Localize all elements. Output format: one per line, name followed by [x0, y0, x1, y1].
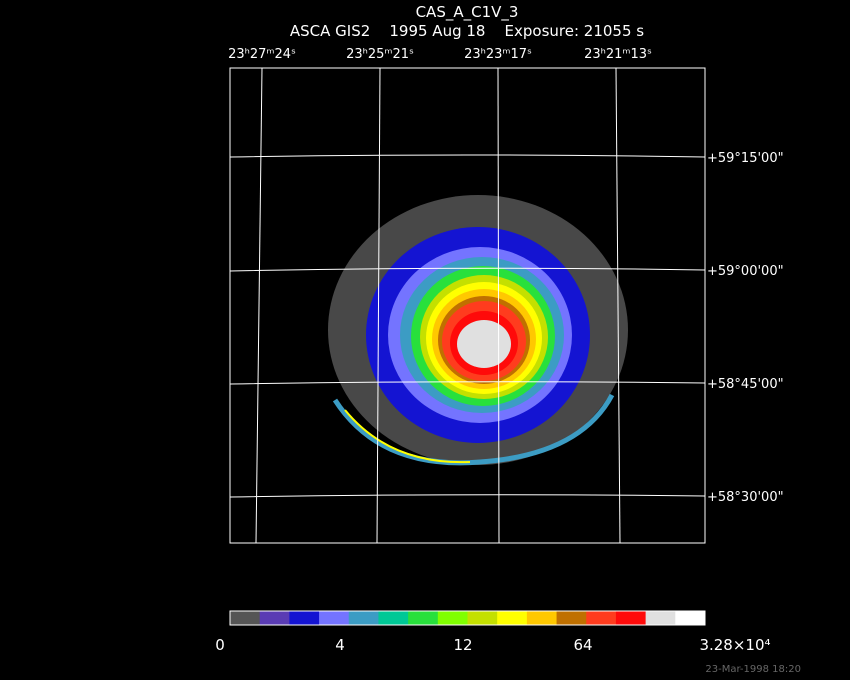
colorbar-cell	[467, 611, 498, 625]
colorbar-label: 0	[215, 636, 225, 654]
dec-line	[229, 267, 706, 272]
colorbar-cell	[378, 611, 409, 625]
colorbar-label: 3.28×10⁴	[699, 636, 770, 654]
frame	[229, 67, 706, 544]
colorbar-cell	[556, 611, 587, 625]
ra-line	[255, 67, 263, 544]
ra-label: 23ʰ25ᵐ21ˢ	[346, 47, 414, 62]
dec-line	[229, 381, 706, 385]
colorbar-cell	[259, 611, 290, 625]
dec-line	[229, 494, 706, 498]
timestamp: 23-Mar-1998 18:20	[705, 664, 801, 675]
colorbar-frame	[229, 610, 706, 626]
dec-label: +58°45'00"	[707, 377, 784, 392]
colorbar-label: 4	[335, 636, 345, 654]
dec-line	[229, 154, 706, 158]
dec-label: +59°15'00"	[707, 151, 784, 166]
colorbar-cell	[645, 611, 676, 625]
colorbar-cell	[437, 611, 468, 625]
ra-label: 23ʰ23ᵐ17ˢ	[464, 47, 532, 62]
colorbar-cell	[319, 611, 350, 625]
ra-line	[497, 67, 500, 544]
colorbar-label: 12	[453, 636, 472, 654]
ra-label: 23ʰ27ᵐ24ˢ	[228, 47, 296, 62]
colorbar-label: 64	[573, 636, 592, 654]
colorbar-cell	[408, 611, 439, 625]
dec-label: +59°00'00"	[707, 264, 784, 279]
colorbar-cell	[497, 611, 528, 625]
dec-label: +58°30'00"	[707, 490, 784, 505]
ra-line	[376, 67, 381, 544]
colorbar-cell	[526, 611, 558, 625]
colorbar-cell	[289, 611, 320, 625]
title: CAS_A_C1V_3	[416, 3, 519, 22]
ra-label: 23ʰ21ᵐ13ˢ	[584, 47, 652, 62]
colorbar-cell	[348, 611, 379, 625]
coordinate-grid	[229, 67, 706, 544]
edge-arc-hot	[344, 409, 471, 464]
subtitle: ASCA GIS2 1995 Aug 18 Exposure: 21055 s	[290, 22, 644, 40]
colorbar-cell	[586, 611, 617, 625]
colorbar-cell	[675, 611, 706, 625]
ra-line	[615, 67, 621, 544]
colorbar-cell	[230, 611, 261, 625]
colorbar-cell	[615, 611, 647, 625]
edge-arc	[332, 393, 615, 466]
core	[457, 320, 511, 368]
image	[328, 195, 628, 466]
